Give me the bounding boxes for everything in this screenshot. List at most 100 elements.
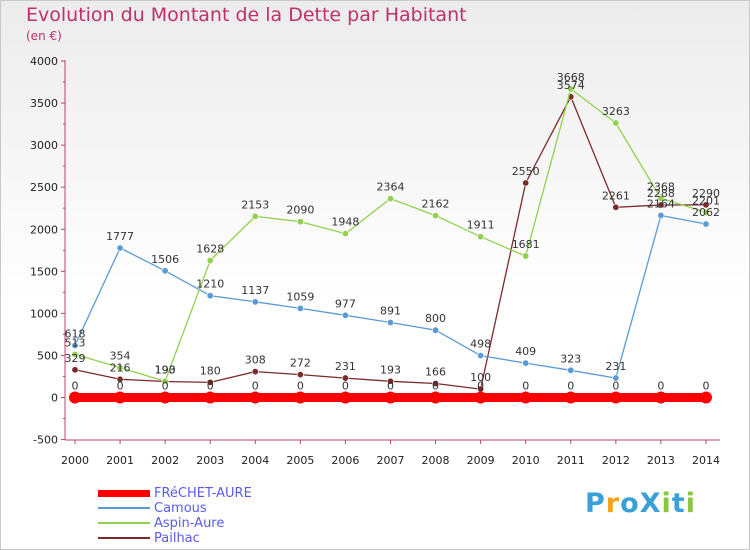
data-label-fr-chet-aure: 0 <box>297 380 304 393</box>
x-tick-label: 2005 <box>286 454 314 467</box>
chart-subtitle: (en €) <box>26 29 62 43</box>
legend-swatch-aspin-aure <box>98 522 150 524</box>
data-point-pailhac <box>702 201 710 209</box>
data-point-camous <box>116 244 124 252</box>
data-label-camous: 1137 <box>241 284 269 297</box>
data-point-camous <box>477 352 485 360</box>
data-point-aspin-aure-suite <box>341 230 349 238</box>
data-point-pailhac <box>341 374 349 382</box>
data-point-camous <box>657 211 665 219</box>
data-label-camous: 1210 <box>196 278 224 291</box>
data-label-fr-chet-aure: 0 <box>207 380 214 393</box>
data-label-camous: 2164 <box>647 197 675 210</box>
data-point-fr-chet-aure <box>249 391 262 404</box>
x-tick-label: 2004 <box>241 454 269 467</box>
data-label-aspin-aure-suite: 2153 <box>241 198 269 211</box>
data-point-fr-chet-aure <box>474 391 487 404</box>
data-point-pailhac <box>657 201 665 209</box>
data-label-fr-chet-aure: 0 <box>117 380 124 393</box>
data-label-aspin-aure-suite: 3668 <box>557 71 585 84</box>
data-label-fr-chet-aure: 0 <box>567 380 574 393</box>
legend-label-aspin-aure: Aspin-Aure <box>154 516 225 531</box>
data-point-pailhac <box>251 368 259 376</box>
data-point-camous <box>522 359 530 367</box>
data-label-fr-chet-aure: 0 <box>657 380 664 393</box>
data-point-fr-chet-aure <box>609 391 622 404</box>
x-tick-label: 2014 <box>692 454 720 467</box>
data-label-pailhac: 2290 <box>692 187 720 200</box>
data-label-pailhac: 100 <box>470 371 491 384</box>
legend-swatch-frechet-aure <box>98 490 150 497</box>
chart-title: Evolution du Montant de la Dette par Hab… <box>26 4 467 26</box>
data-point-aspin-aure-suite <box>206 257 214 265</box>
data-label-pailhac: 231 <box>335 360 356 373</box>
data-label-camous: 1506 <box>151 253 179 266</box>
data-label-fr-chet-aure: 0 <box>702 380 709 393</box>
data-point-aspin-aure-suite <box>386 195 394 203</box>
y-tick-label: 1000 <box>30 307 58 320</box>
series-line-pailhac <box>74 96 707 390</box>
legend-label-pailhac: Pailhac <box>154 531 200 546</box>
x-tick-label: 2008 <box>422 454 450 467</box>
data-point-aspin-aure-suite <box>432 212 440 220</box>
data-point-fr-chet-aure <box>654 391 667 404</box>
data-label-fr-chet-aure: 0 <box>477 380 484 393</box>
y-tick-label: 0 <box>51 392 58 405</box>
data-point-fr-chet-aure <box>564 391 577 404</box>
logo-letter: o <box>620 488 640 519</box>
data-point-camous <box>612 374 620 382</box>
data-label-fr-chet-aure: 0 <box>162 380 169 393</box>
x-tick-label: 2011 <box>557 454 585 467</box>
logo-letter: P <box>585 488 606 519</box>
data-point-camous <box>341 311 349 319</box>
data-point-pailhac <box>386 377 394 385</box>
logo-letter: i <box>685 488 696 519</box>
x-tick-label: 2007 <box>376 454 404 467</box>
data-point-pailhac <box>206 378 214 386</box>
data-label-camous: 891 <box>380 305 401 318</box>
data-label-aspin-aure-suite: 3263 <box>602 105 630 118</box>
data-label-aspin-aure-suite: 2364 <box>376 181 404 194</box>
data-point-aspin-aure-suite <box>161 377 169 385</box>
data-point-aspin-aure-suite <box>657 194 665 202</box>
data-label-pailhac: 166 <box>425 366 446 379</box>
y-tick-label: 3000 <box>30 139 58 152</box>
data-label-fr-chet-aure: 0 <box>432 380 439 393</box>
data-label-aspin-aure-suite: 2162 <box>422 198 450 211</box>
data-label-aspin-aure-suite: 1948 <box>331 216 359 229</box>
data-label-fr-chet-aure: 0 <box>612 380 619 393</box>
data-label-fr-chet-aure: 0 <box>387 380 394 393</box>
legend-swatch-pailhac <box>98 537 150 539</box>
data-point-camous <box>567 366 575 374</box>
data-point-aspin-aure-suite <box>296 218 304 226</box>
data-label-fr-chet-aure: 0 <box>252 380 259 393</box>
series-line-camous <box>74 214 707 379</box>
data-label-pailhac: 272 <box>290 357 311 370</box>
data-label-pailhac: 216 <box>110 361 131 374</box>
y-tick-label: 3500 <box>30 97 58 110</box>
x-tick-label: 2000 <box>61 454 89 467</box>
data-label-aspin-aure-suite: 1911 <box>467 219 495 232</box>
data-label-aspin-aure: 193 <box>155 363 176 376</box>
data-point-camous <box>251 298 259 306</box>
data-label-pailhac: 2288 <box>647 187 675 200</box>
data-point-pailhac <box>116 375 124 383</box>
data-point-aspin-aure-suite <box>612 119 620 127</box>
x-tick-label: 2006 <box>331 454 359 467</box>
data-point-pailhac <box>612 203 620 211</box>
logo-letter: X <box>639 488 662 519</box>
data-point-aspin-aure-suite <box>567 85 575 93</box>
data-label-aspin-aure-suite: 2368 <box>647 180 675 193</box>
x-tick-label: 2010 <box>512 454 540 467</box>
data-point-pailhac <box>71 366 79 374</box>
data-point-pailhac <box>522 179 530 187</box>
data-label-camous: 1777 <box>106 230 134 243</box>
data-point-aspin-aure-suite <box>477 233 485 241</box>
data-label-pailhac: 193 <box>380 363 401 376</box>
logo-letter: i <box>661 488 672 519</box>
data-point-camous <box>71 342 79 350</box>
data-label-pailhac: 3574 <box>557 79 585 92</box>
data-point-fr-chet-aure <box>429 391 442 404</box>
data-point-fr-chet-aure <box>294 391 307 404</box>
data-label-camous: 409 <box>515 345 536 358</box>
